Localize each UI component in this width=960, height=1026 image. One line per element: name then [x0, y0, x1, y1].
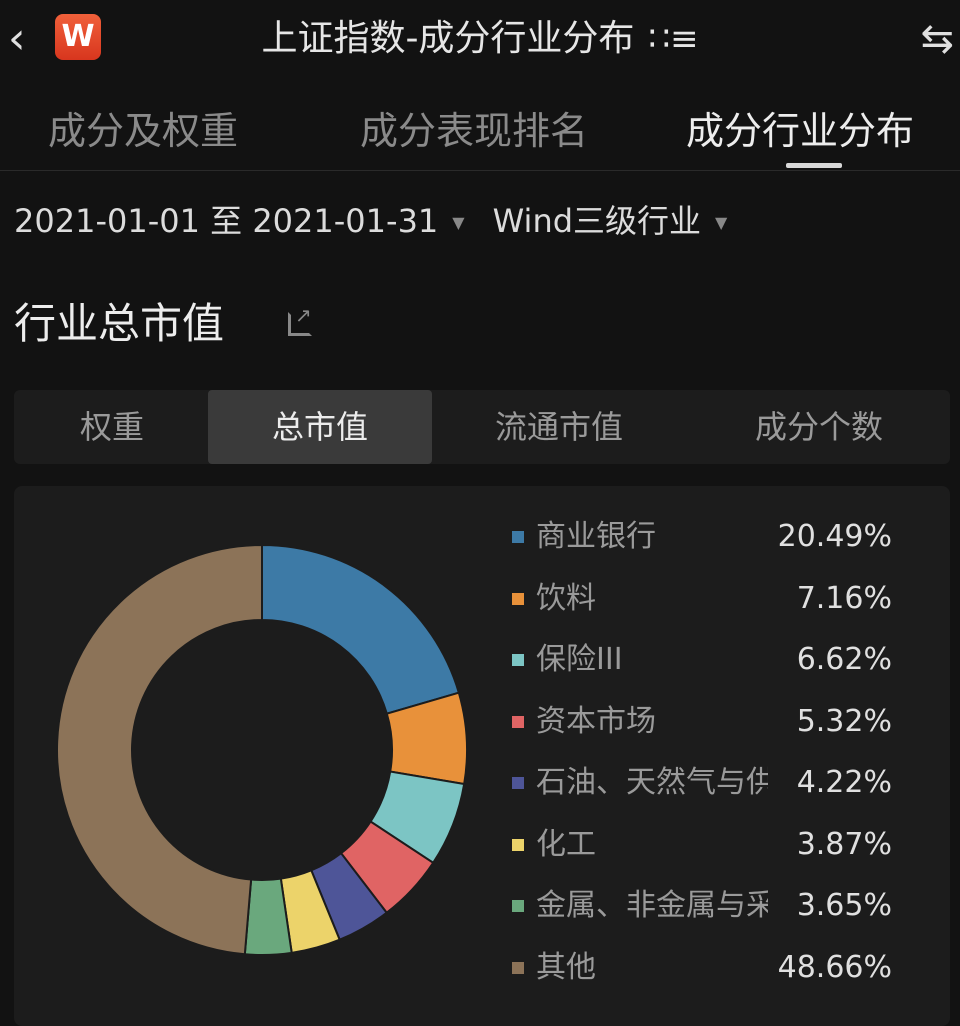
donut-slice-0[interactable]: [261, 543, 461, 715]
legend-label: 化工: [536, 826, 596, 862]
donut-chart: [56, 543, 468, 956]
legend-swatch: [512, 961, 524, 974]
caret-down-icon[interactable]: ▼: [452, 213, 465, 232]
legend-swatch: [512, 777, 524, 789]
filter-row: 2021-01-01 至 2021-01-31 ▼ Wind三级行业 ▼: [14, 196, 755, 248]
tab-performance-ranking[interactable]: 成分表现排名: [360, 109, 589, 153]
segment-weight[interactable]: 权重: [79, 408, 144, 446]
external-link-icon[interactable]: [288, 303, 312, 336]
legend-item[interactable]: 金属、非金属与采 3.65%: [512, 877, 892, 939]
top-bar: ‹ W 上证指数-成分行业分布 ∷≡ ⇆: [0, 0, 960, 80]
legend-label: 资本市场: [536, 703, 656, 739]
legend-value: 3.65%: [796, 888, 892, 923]
donut-slice-7[interactable]: [56, 543, 263, 956]
industry-level-dropdown[interactable]: Wind三级行业: [492, 202, 702, 240]
legend-swatch: [512, 531, 524, 543]
legend-item[interactable]: 化工 3.87%: [512, 816, 892, 878]
swap-arrows-icon[interactable]: ⇆: [920, 16, 954, 62]
legend-label: 保险III: [536, 642, 623, 677]
tab-industry-distribution[interactable]: 成分行业分布: [686, 109, 915, 153]
title-text: 上证指数-成分行业分布: [261, 18, 635, 59]
legend-value: 7.16%: [796, 580, 892, 616]
page-title: 上证指数-成分行业分布 ∷≡: [0, 14, 960, 64]
legend-value: 6.62%: [796, 642, 892, 677]
section-title: 行业总市值: [14, 299, 225, 348]
legend-swatch: [512, 838, 524, 851]
segment-float-market-cap[interactable]: 流通市值: [494, 408, 623, 446]
caret-down-icon[interactable]: ▼: [715, 213, 728, 232]
legend-label: 商业银行: [536, 519, 656, 554]
back-chevron-left-icon[interactable]: ‹: [8, 13, 26, 64]
metric-segmented-control: 权重 总市值 流通市值 成分个数: [14, 390, 950, 464]
legend-value: 48.66%: [777, 949, 892, 985]
legend-swatch: [512, 900, 524, 912]
legend-swatch: [512, 715, 524, 728]
legend-item[interactable]: 石油、天然气与供 4.22%: [512, 754, 892, 816]
tab-bar: 成分及权重 成分表现排名 成分行业分布: [0, 100, 960, 171]
legend-label: 石油、天然气与供: [536, 765, 768, 800]
legend-swatch: [512, 592, 524, 605]
legend-value: 3.87%: [796, 826, 892, 862]
legend-item[interactable]: 保险III 6.62%: [512, 631, 892, 693]
active-tab-indicator: [786, 163, 842, 168]
segment-constituent-count[interactable]: 成分个数: [754, 408, 883, 446]
legend-value: 4.22%: [796, 765, 892, 800]
tab-constituents-weight[interactable]: 成分及权重: [48, 109, 239, 153]
legend-label: 其他: [536, 949, 596, 985]
chart-legend: 商业银行 20.49% 饮料 7.16% 保险III 6.62% 资本市场 5.32% 石油、天…: [512, 508, 892, 1000]
date-range-dropdown[interactable]: 2021-01-01 至 2021-01-31: [14, 202, 439, 240]
legend-value: 20.49%: [777, 519, 892, 554]
legend-swatch: [512, 654, 524, 666]
wind-logo[interactable]: W: [55, 14, 101, 60]
legend-item[interactable]: 商业银行 20.49%: [512, 508, 892, 570]
legend-label: 金属、非金属与采: [536, 888, 768, 923]
list-icon[interactable]: ∷≡: [648, 19, 699, 59]
legend-item[interactable]: 其他 48.66%: [512, 939, 892, 1001]
legend-item[interactable]: 饮料 7.16%: [512, 570, 892, 632]
legend-value: 5.32%: [796, 703, 892, 739]
segment-total-market-cap[interactable]: 总市值: [208, 390, 432, 464]
legend-item[interactable]: 资本市场 5.32%: [512, 693, 892, 755]
legend-label: 饮料: [536, 580, 596, 616]
